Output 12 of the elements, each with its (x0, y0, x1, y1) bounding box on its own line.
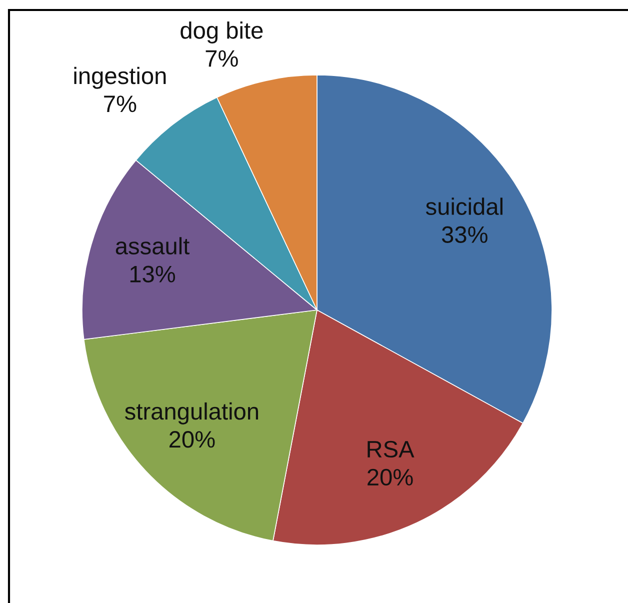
data-label: 33% (442, 226, 488, 244)
data-label: 20% (368, 468, 413, 486)
data-label: 7% (104, 96, 136, 112)
slice-label: ingestion (74, 66, 166, 89)
slice-label: assault (116, 237, 190, 254)
data-label: 20% (170, 431, 215, 448)
slice-label: strangulation (125, 402, 258, 424)
slice-label: suicidal (426, 198, 502, 216)
data-label: 13% (130, 266, 176, 282)
slice-label: dog bite (180, 21, 263, 44)
slice-label: RSA (368, 440, 414, 458)
data-label: 7% (206, 50, 238, 67)
